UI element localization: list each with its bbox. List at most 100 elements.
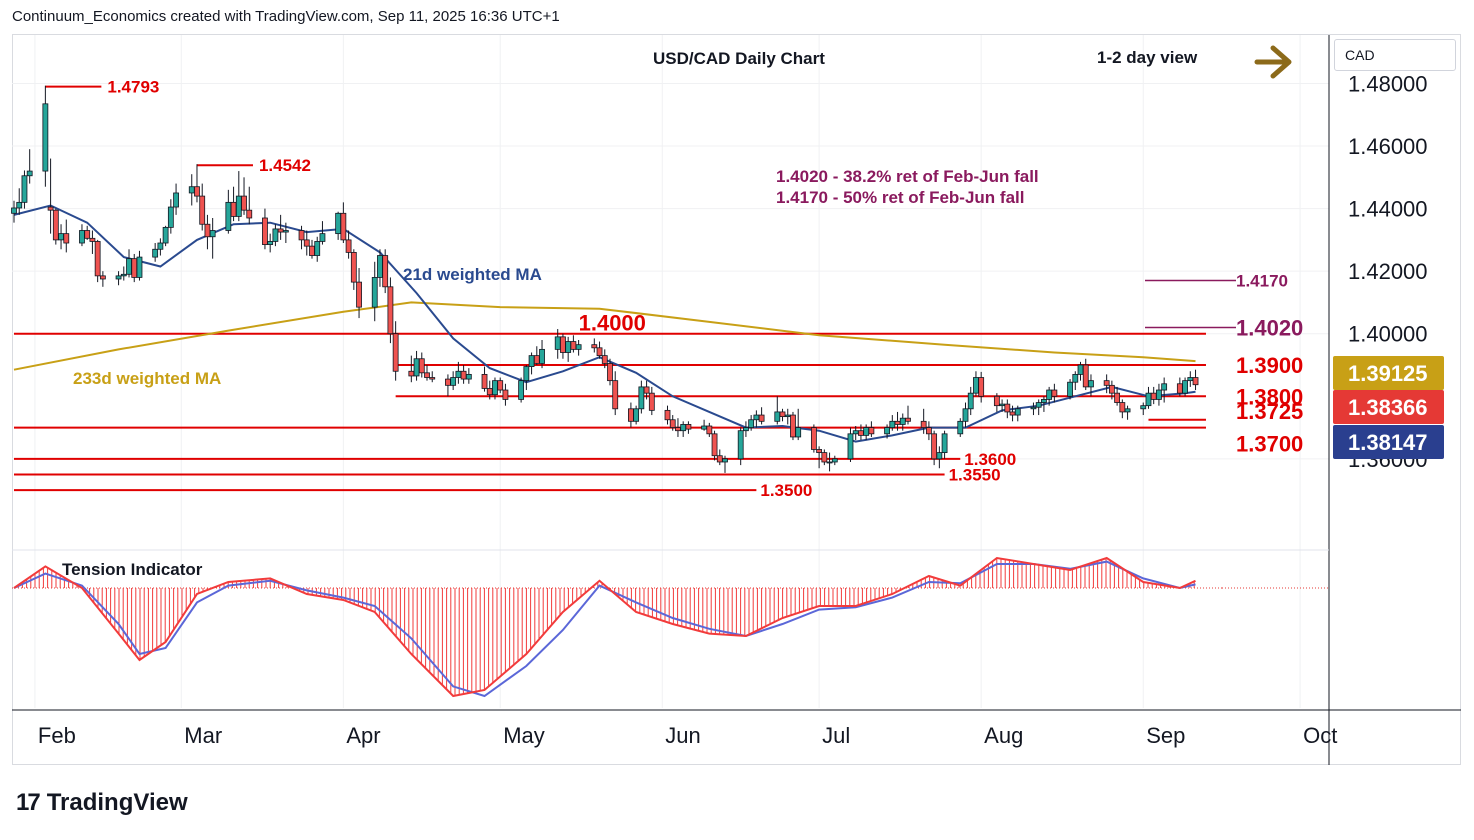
candle-body [1145,392,1152,407]
price-tag-bg [1333,356,1444,390]
candle-body [884,427,890,435]
candle-body [262,217,268,245]
level-label-1.3600: 1.3600 [964,450,1016,469]
candle-body [1051,389,1058,397]
candle-body [899,417,906,425]
price-tag-1.38147: 1.38147 [1348,430,1428,455]
candle-body [350,251,357,283]
candle-body [1046,389,1053,400]
candle-body [863,427,870,436]
candle-body [1072,373,1079,383]
chart-title: USD/CAD Daily Chart [653,49,825,68]
candle-body [523,366,530,382]
level-label-1.3800: 1.3800 [1236,384,1303,409]
candle-body [241,195,247,211]
price-tag-1.38366: 1.38366 [1348,395,1428,420]
candle-body [575,344,582,350]
candle-body [1035,402,1042,408]
currency-selector[interactable]: CAD [1334,39,1456,71]
candle-body [235,195,242,217]
candle-body [1088,380,1094,388]
candle-body [11,207,17,214]
candle-body [424,372,430,378]
candle-body [162,226,169,244]
tradingview-logo[interactable]: 17 TradingView [16,788,188,818]
candle-body [377,255,383,278]
view-label: 1-2 day view [1097,48,1198,67]
candle-body [967,392,974,410]
candle-body [753,414,760,421]
candle-body [894,420,901,425]
price-tag-1.39125: 1.39125 [1348,361,1428,386]
candle-body [1108,384,1115,394]
fib-label-1.4020: 1.4020 [1236,315,1303,340]
candle-body [633,408,640,422]
candle-body [774,411,781,422]
candle-body [1030,406,1037,410]
candle-body [1119,402,1126,413]
candle-body [1176,383,1183,394]
candle-body [450,377,457,386]
candle-body [528,355,535,367]
y-tick-label: 1.44000 [1348,197,1428,222]
x-tick-label: Apr [346,723,380,748]
candle-body [204,223,211,238]
tradingview-brand: TradingView [46,789,188,816]
y-tick-label: 1.40000 [1348,322,1428,347]
candle-body [282,230,289,233]
candle-body [1187,377,1194,382]
y-tick-label: 1.42000 [1348,259,1428,284]
candle-body [94,241,101,277]
candle-body [131,258,138,278]
axes: 1.48000 1.46000 1.44000 1.42000 1.40000 1.360… [12,35,1461,765]
candle-body [1124,408,1131,413]
x-tick-label: May [503,723,545,748]
candle-body [392,333,399,372]
candle-body [418,358,425,374]
candle-body [120,273,127,277]
candle-body [758,414,765,422]
level-label-1.3900: 1.3900 [1236,353,1303,378]
y-tick-label: 1.48000 [1348,71,1428,96]
candle-body [868,427,875,435]
candle-body [99,275,106,280]
candle-body [1077,364,1084,375]
candle-body [497,380,504,391]
candle-body [565,341,572,353]
candle-body [319,233,326,242]
candle-body [89,237,96,242]
candle-body [716,455,723,463]
candle-body [303,239,310,247]
candle-body [648,392,655,411]
price-tag-bg [1333,390,1444,424]
candle-body [826,461,833,464]
candle-body [157,242,164,250]
candle-body [685,424,692,430]
candle-body [21,175,28,203]
right-arrow-icon [1254,45,1292,79]
candle-body [993,395,1000,407]
chart-attribution: Continuum_Economics created with Trading… [12,8,560,25]
candle-body [1182,380,1188,394]
candle-body [748,419,755,428]
price-tag-bg [1333,425,1444,459]
candle-body [492,380,498,396]
candle-body [272,228,279,242]
candle-body [596,347,603,357]
candle-body [387,286,394,335]
x-tick-label: Sep [1146,723,1185,748]
candle-body [810,427,817,450]
candle-body [1004,403,1011,413]
candle-body [711,433,718,457]
candle-body [821,452,828,463]
tension-indicator-label: Tension Indicator [62,560,203,579]
candle-body [194,186,200,197]
candle-body [905,417,911,422]
candle-body [743,427,749,432]
ma233-line [13,301,1196,371]
candle-body [465,373,472,380]
candle-body [518,380,525,400]
candle-body [429,377,436,380]
x-tick-label: Jun [665,723,700,748]
